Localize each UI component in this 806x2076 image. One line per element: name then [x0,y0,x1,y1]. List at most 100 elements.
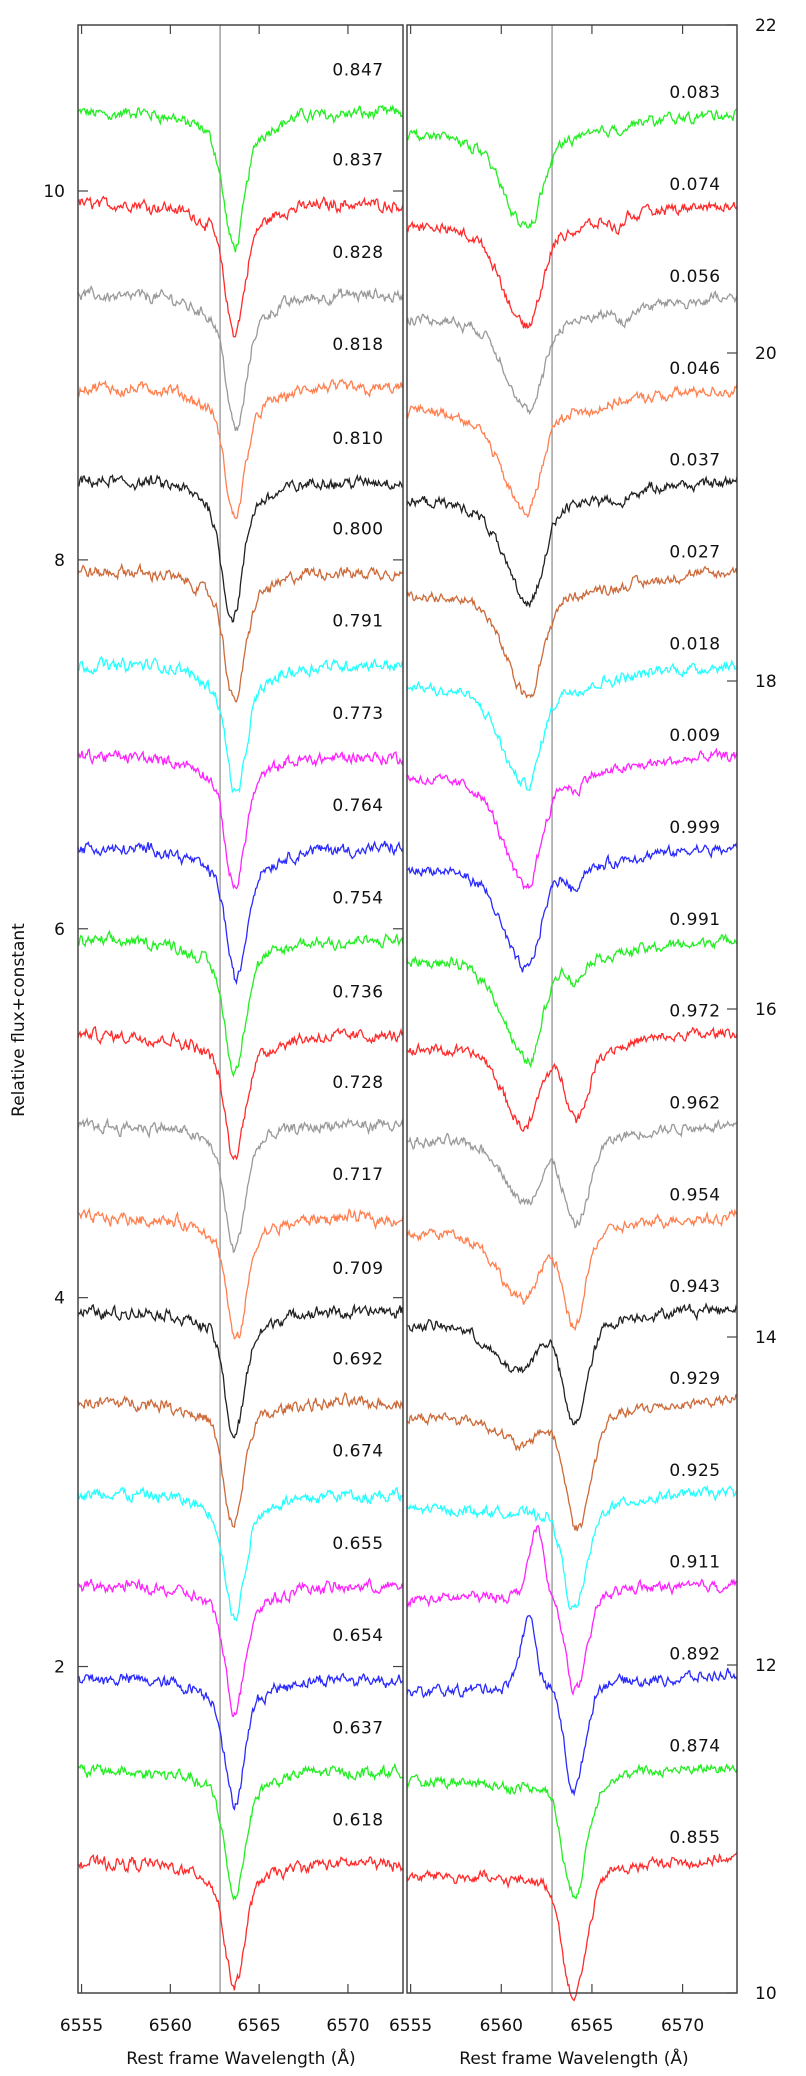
spectrum-line [406,1394,738,1532]
spectrum-line [77,285,404,432]
phase-label: 0.046 [669,359,720,379]
phase-label: 0.837 [332,151,383,171]
y-tick-label: 12 [755,1656,777,1676]
x-tick-label: 6570 [661,2016,704,2036]
phase-label: 0.018 [669,634,720,654]
right-panel: 0.083 0.074 0.056 0.046 0.037 0.027 0.018 0.009… [389,16,777,2036]
spectrum-line [77,1391,404,1528]
y-tick-label: 14 [755,1328,777,1348]
y-tick-label: 8 [54,551,65,571]
y-tick-label: 10 [43,182,65,202]
spectrum-line [77,1303,404,1439]
spectrum-line [406,475,738,609]
phase-label: 0.655 [332,1534,383,1554]
phase-label: 0.637 [332,1718,383,1738]
spectrum-line [406,842,738,973]
spectrum-line [77,748,404,890]
spectrum-line [406,1208,738,1332]
spectrum-line [77,1762,404,1901]
phase-label: 0.083 [669,83,720,103]
phase-label: 0.717 [332,1165,383,1185]
x-axis-title-left: Rest frame Wavelength (Å) [126,2047,355,2069]
y-tick-label: 2 [54,1658,65,1678]
spectrum-line [406,1614,738,1797]
phase-label: 0.773 [332,704,383,724]
y-tick-label: 10 [755,1984,777,2004]
spectrum-line [406,290,738,416]
phase-label: 0.954 [669,1185,720,1205]
y-tick-label: 20 [755,344,777,364]
spectrum-line [77,929,404,1078]
spectrum-line [406,1302,738,1426]
phase-label: 0.855 [669,1828,720,1848]
spectrum-line [406,565,738,699]
y-tick-label: 16 [755,1000,777,1020]
x-tick-label: 6565 [238,2016,281,2036]
phase-label: 0.929 [669,1369,720,1389]
phase-label: 0.911 [669,1553,720,1573]
y-axis-title: Relative flux+constant [9,923,29,1117]
x-tick-label: 6555 [60,2016,103,2036]
phase-label: 0.728 [332,1073,383,1093]
spectrum-line [77,104,404,253]
left-panel: 0.847 0.837 0.828 0.818 0.810 0.800 0.791 0.773… [43,24,404,2036]
spectrum-line [77,1116,404,1254]
phase-label: 0.818 [332,335,383,355]
spectrum-line [406,108,738,229]
phase-label: 0.618 [332,1811,383,1831]
phase-label: 0.056 [669,267,720,287]
phase-label: 0.925 [669,1461,720,1481]
spectrum-line [406,1484,738,1610]
phase-label: 0.999 [669,818,720,838]
spectrum-line [406,1851,738,2002]
x-tick-label: 6555 [389,2016,432,2036]
spectrum-line [77,1672,404,1811]
y-tick-label: 6 [54,920,65,940]
phase-label: 0.027 [669,542,720,562]
spectrum-line [77,473,404,623]
spectrum-line [406,659,738,792]
spectrum-line [77,562,404,703]
phase-label: 0.692 [332,1350,383,1370]
x-tick-label: 6565 [570,2016,613,2036]
phase-label: 0.754 [332,888,383,908]
spectrum-line [77,1025,404,1161]
x-tick-label: 6560 [480,2016,523,2036]
phase-label: 0.847 [332,60,383,80]
spectrum-line [77,655,404,794]
plot-frame [77,24,404,1994]
phase-label: 0.874 [669,1736,720,1756]
phase-label: 0.674 [332,1442,383,1462]
spectrum-line [407,1118,738,1229]
phase-label: 0.009 [669,726,720,746]
phase-label: 0.037 [669,451,720,471]
phase-label: 0.074 [669,175,720,195]
phase-label: 0.709 [332,1259,383,1279]
phase-label: 0.962 [669,1093,720,1113]
phase-label: 0.800 [332,520,383,540]
phase-label: 0.991 [669,910,720,930]
spectrum-line [77,1853,404,1991]
phase-label: 0.810 [332,429,383,449]
spectrum-line [77,1577,404,1718]
spectrum-line [406,1524,738,1697]
y-tick-label: 18 [755,672,777,692]
phase-label: 0.972 [669,1002,720,1022]
spectrum-line [406,384,738,519]
spectrum-line [77,1207,404,1341]
spectrum-line [77,1485,404,1622]
spectrum-line [77,195,404,338]
x-tick-label: 6560 [149,2016,192,2036]
spectrum-line [77,378,404,520]
phase-label: 0.892 [669,1645,720,1665]
spectrum-line [406,1763,738,1900]
phase-label: 0.943 [669,1277,720,1297]
spectrum-line [77,840,404,986]
phase-label: 0.654 [332,1626,383,1646]
phase-label: 0.764 [332,796,383,816]
spectrum-line [406,747,738,890]
spectrum-line [406,1026,738,1132]
spectrum-line [406,933,738,1069]
x-tick-label: 6570 [326,2016,369,2036]
